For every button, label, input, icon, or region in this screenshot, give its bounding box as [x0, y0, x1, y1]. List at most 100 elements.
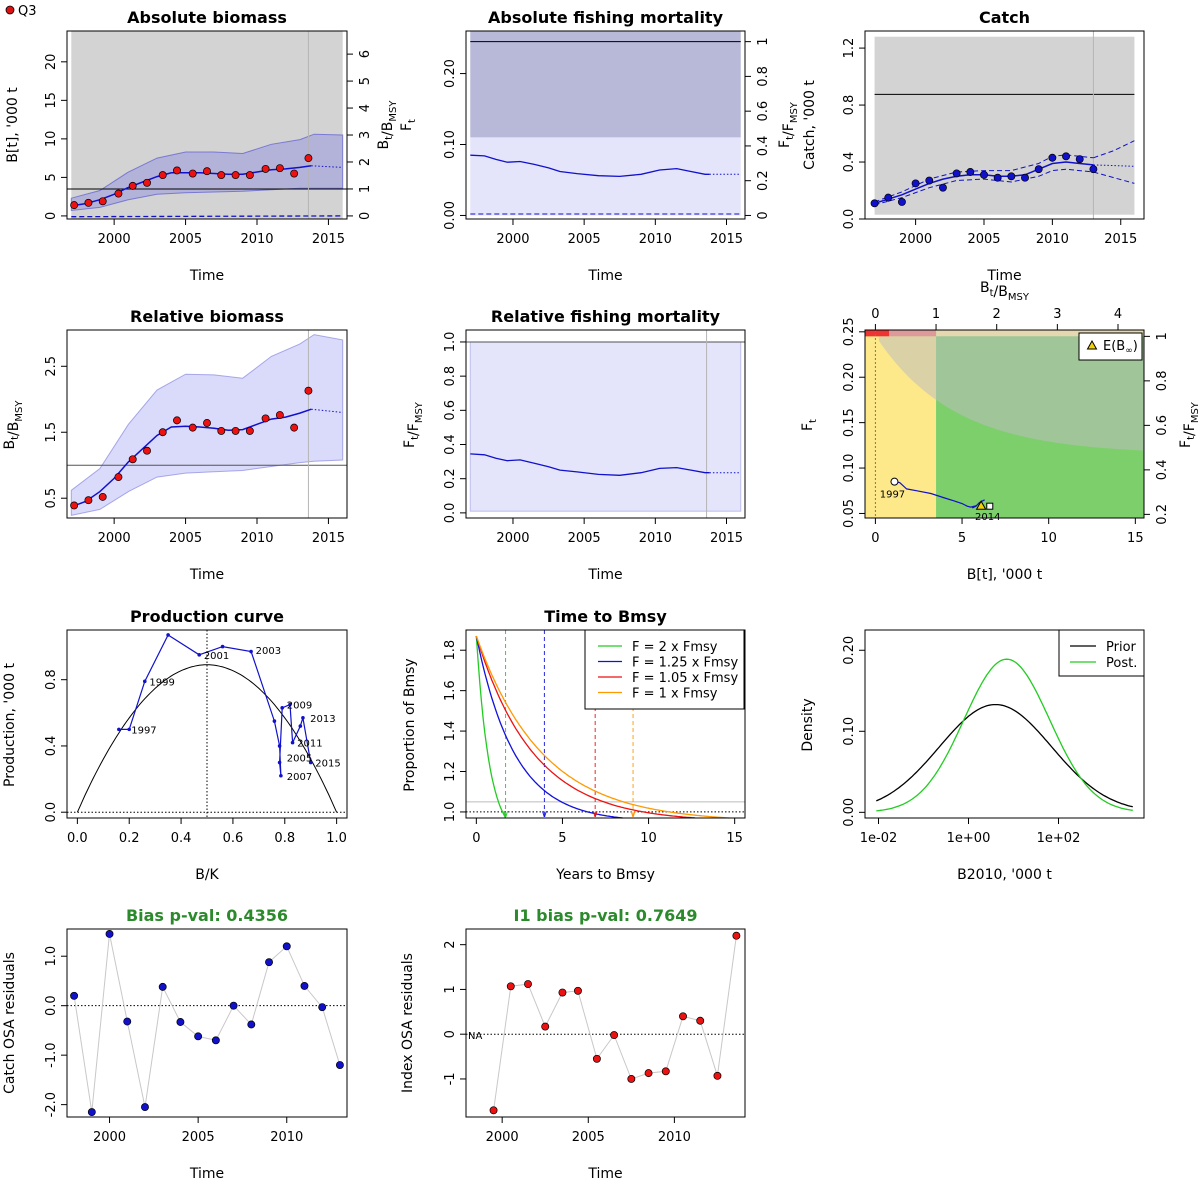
catch-obs-point	[952, 169, 961, 178]
residual-point	[282, 942, 291, 951]
chart-title: Relative fishing mortality	[491, 307, 721, 326]
top-tick-label: 2	[993, 307, 1001, 322]
x-tick-label: 2015	[1104, 232, 1137, 247]
legend-label: Prior	[1106, 640, 1137, 655]
production-point	[127, 727, 132, 732]
rel-biomass-obs-point	[70, 501, 79, 510]
kobe-end-point	[986, 502, 994, 510]
rel-biomass-obs-point	[143, 446, 151, 455]
production-year-label: 2009	[287, 701, 312, 712]
residual-point	[70, 991, 79, 1000]
x-tick-label: 0.6	[223, 831, 244, 846]
y-tick-label: 0.20	[842, 636, 857, 665]
y-tick-label: 0.05	[842, 499, 857, 528]
plot-frame	[864, 629, 1145, 819]
catch-obs-point	[993, 173, 1002, 182]
rel-biomass-obs-point	[173, 416, 181, 425]
x-tick-label: 2000	[93, 1130, 126, 1145]
production-year-label: 2011	[297, 739, 322, 750]
y-tick-label: 1.4	[443, 721, 458, 742]
rel-biomass-obs-point	[114, 473, 123, 482]
catch-obs-point	[1048, 153, 1057, 162]
plot-frame	[66, 629, 348, 819]
kobe-red-zone	[865, 330, 890, 337]
recovery-curve	[475, 635, 696, 819]
catch-obs-point	[897, 197, 906, 206]
y-tick-label: 0.0	[443, 503, 458, 524]
top-axis-label: Bt/BMSY	[980, 280, 1030, 303]
plot-frame	[66, 928, 348, 1118]
rel-biomass-obs-point	[84, 496, 93, 505]
y-tick-label: -2.0	[44, 1092, 59, 1117]
production-point	[272, 719, 277, 723]
x-tick-label: 2010	[240, 531, 273, 546]
y-tick-label: 2	[443, 941, 458, 949]
top-tick-label: 3	[1053, 307, 1061, 322]
x-axis-label: Time	[189, 268, 224, 284]
biomass-obs-point	[158, 171, 167, 180]
production-year-label: 2015	[315, 759, 340, 770]
biomass-obs-point	[114, 189, 123, 198]
y-axis-label: Catch OSA residuals	[2, 952, 18, 1094]
residual-point	[524, 980, 532, 989]
catch-obs-point	[884, 193, 893, 202]
corner-label: Q3	[18, 4, 37, 19]
plot-frame	[465, 629, 746, 819]
x-tick-label: 10	[640, 831, 657, 846]
right-tick-label: 0	[358, 212, 373, 220]
x-axis-label: B2010, '000 t	[957, 867, 1052, 883]
production-point	[117, 727, 121, 732]
y-tick-label: 1.2	[443, 761, 458, 782]
rel-f-fit-line	[470, 453, 710, 476]
legend-label: F = 1 x Fmsy	[632, 687, 718, 702]
x-tick-label: 2010	[270, 1130, 303, 1145]
production-point	[301, 715, 305, 720]
residual-point	[661, 1067, 670, 1076]
chart-title: I1 bias p-val: 0.7649	[514, 906, 698, 925]
x-tick-label: 0.2	[119, 831, 140, 846]
biomass-obs-point	[275, 164, 284, 173]
y-tick-label: 0.8	[842, 95, 857, 116]
catch-ci-upper	[874, 154, 1094, 203]
legend-box	[1058, 629, 1145, 677]
legend-label: F = 1.25 x Fmsy	[632, 656, 738, 671]
y-axis-label: Catch, '000 t	[802, 80, 818, 170]
y-tick-label: 0.25	[842, 317, 857, 346]
rel-biomass-obs-point	[304, 386, 313, 395]
x-tick-label: 1.0	[326, 831, 347, 846]
recovery-curve	[475, 635, 730, 819]
x-tick-label: 0.4	[171, 831, 192, 846]
x-axis-label: Time	[587, 1166, 622, 1182]
y-tick-label: 5	[44, 173, 59, 181]
top-tick-label: 1	[932, 307, 940, 322]
right-tick-label: 1	[358, 185, 373, 193]
production-point	[308, 760, 313, 765]
production-point	[279, 773, 283, 778]
production-year-label: 2001	[204, 651, 229, 662]
x-axis-label: B[t], '000 t	[967, 567, 1043, 583]
residual-line	[73, 933, 341, 1113]
biomass-obs-point	[70, 201, 79, 210]
y-tick-label: 0	[443, 1030, 458, 1038]
right-tick-label: 3	[358, 131, 373, 139]
x-tick-label: 2000	[899, 232, 932, 247]
q3-marker-icon	[5, 5, 15, 15]
catch-obs-point	[925, 176, 934, 185]
x-tick-label: 2015	[312, 531, 345, 546]
top-tick-label: 4	[1114, 307, 1122, 322]
production-year-label: 1997	[131, 725, 156, 736]
x-tick-label: 2005	[568, 232, 601, 247]
rel-biomass-obs-point	[188, 423, 197, 432]
recovery-arrow-icon: ∨	[541, 809, 548, 820]
chart-title: Catch	[979, 8, 1030, 27]
x-tick-label: 0.8	[274, 831, 295, 846]
plot-frame	[864, 30, 1145, 220]
x-axis-label: Years to Bmsy	[555, 867, 655, 883]
recovery-arrow-icon: ∨	[592, 809, 599, 820]
y-tick-label: 0.15	[842, 408, 857, 437]
production-point	[166, 633, 170, 637]
y-tick-label: 0.2	[443, 468, 458, 489]
x-tick-label: 2015	[710, 232, 743, 247]
y-tick-label: 1.8	[443, 640, 458, 661]
